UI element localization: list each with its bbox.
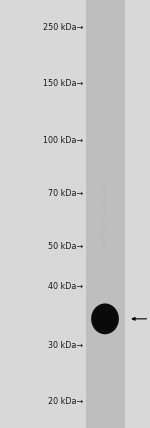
Text: 40 kDa→: 40 kDa→ [48,282,83,291]
Text: 30 kDa→: 30 kDa→ [48,341,83,351]
Bar [86,0,125,428]
Text: 150 kDa→: 150 kDa→ [43,79,83,88]
Text: 100 kDa→: 100 kDa→ [43,136,83,145]
Ellipse shape [91,303,119,334]
Text: 50 kDa→: 50 kDa→ [48,241,83,251]
Text: WWW.PTGLAB.COM: WWW.PTGLAB.COM [102,180,108,248]
Text: 20 kDa→: 20 kDa→ [48,397,83,406]
Text: 70 kDa→: 70 kDa→ [48,189,83,198]
Text: 250 kDa→: 250 kDa→ [43,23,83,33]
